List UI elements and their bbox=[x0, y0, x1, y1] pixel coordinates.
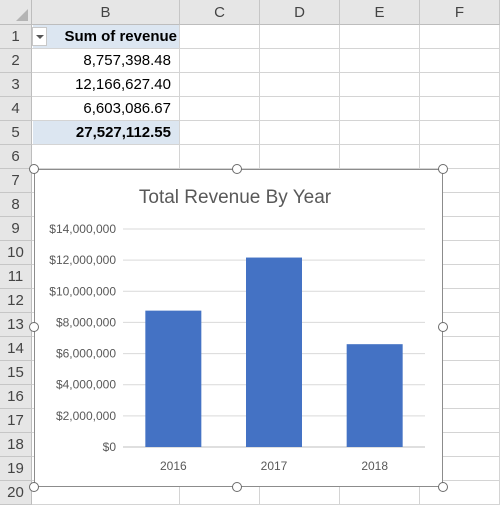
bar-2016 bbox=[145, 311, 201, 447]
row-header-11[interactable]: 11 bbox=[0, 265, 32, 289]
pivot-value-cell[interactable]: 8,757,398.48 bbox=[33, 49, 179, 72]
resize-handle-bottom-left[interactable] bbox=[29, 482, 39, 492]
select-all-corner[interactable] bbox=[0, 0, 32, 25]
column-header-b[interactable]: B bbox=[32, 0, 180, 25]
x-tick-label: 2016 bbox=[160, 459, 187, 473]
row-header-20[interactable]: 20 bbox=[0, 481, 32, 505]
resize-handle-top[interactable] bbox=[232, 164, 242, 174]
row-header-17[interactable]: 17 bbox=[0, 409, 32, 433]
row-header-5[interactable]: 5 bbox=[0, 121, 32, 145]
resize-handle-left[interactable] bbox=[29, 322, 39, 332]
resize-handle-bottom-right[interactable] bbox=[438, 482, 448, 492]
pivot-value-cell[interactable]: 6,603,086.67 bbox=[33, 97, 179, 120]
row-header-4[interactable]: 4 bbox=[0, 97, 32, 121]
chart-canvas: Total Revenue By Year $0 $2,000,000 $4,000,… bbox=[35, 170, 444, 488]
y-tick-label: $2,000,000 bbox=[56, 409, 116, 423]
row-header-13[interactable]: 13 bbox=[0, 313, 32, 337]
resize-handle-bottom[interactable] bbox=[232, 482, 242, 492]
column-header-e[interactable]: E bbox=[340, 0, 420, 25]
row-header-3[interactable]: 3 bbox=[0, 73, 32, 97]
x-tick-label: 2017 bbox=[261, 459, 288, 473]
pivot-grand-total-cell[interactable]: 27,527,112.55 bbox=[33, 121, 179, 144]
pivot-value-cell[interactable]: 12,166,627.40 bbox=[33, 73, 179, 96]
row-header-7[interactable]: 7 bbox=[0, 169, 32, 193]
row-header-19[interactable]: 19 bbox=[0, 457, 32, 481]
row-header-18[interactable]: 18 bbox=[0, 433, 32, 457]
bar-2018 bbox=[347, 344, 403, 447]
row-header-14[interactable]: 14 bbox=[0, 337, 32, 361]
column-header-c[interactable]: C bbox=[180, 0, 260, 25]
y-tick-label: $4,000,000 bbox=[56, 378, 116, 392]
column-header-d[interactable]: D bbox=[260, 0, 340, 25]
row-header-10[interactable]: 10 bbox=[0, 241, 32, 265]
y-tick-label: $14,000,000 bbox=[49, 222, 116, 236]
row-header-16[interactable]: 16 bbox=[0, 385, 32, 409]
chart-title: Total Revenue By Year bbox=[139, 187, 332, 208]
pivot-header-cell[interactable]: Sum of revenue bbox=[33, 25, 179, 48]
resize-handle-right[interactable] bbox=[438, 322, 448, 332]
y-tick-label: $10,000,000 bbox=[49, 284, 116, 298]
y-tick-label: $6,000,000 bbox=[56, 347, 116, 361]
row-header-1[interactable]: 1 bbox=[0, 25, 32, 49]
resize-handle-top-left[interactable] bbox=[29, 164, 39, 174]
column-header-f[interactable]: F bbox=[420, 0, 500, 25]
dropdown-arrow-icon bbox=[36, 35, 44, 39]
row-header-12[interactable]: 12 bbox=[0, 289, 32, 313]
row-header-6[interactable]: 6 bbox=[0, 145, 32, 169]
revenue-chart[interactable]: Total Revenue By Year $0 $2,000,000 $4,000,… bbox=[34, 169, 443, 487]
row-header-9[interactable]: 9 bbox=[0, 217, 32, 241]
bar-2017 bbox=[246, 258, 302, 447]
x-tick-label: 2018 bbox=[361, 459, 388, 473]
resize-handle-top-right[interactable] bbox=[438, 164, 448, 174]
y-tick-label: $12,000,000 bbox=[49, 253, 116, 267]
select-all-icon bbox=[16, 9, 28, 21]
pivot-filter-dropdown[interactable] bbox=[32, 27, 47, 46]
row-header-2[interactable]: 2 bbox=[0, 49, 32, 73]
y-tick-label: $8,000,000 bbox=[56, 315, 116, 329]
row-header-15[interactable]: 15 bbox=[0, 361, 32, 385]
row-header-8[interactable]: 8 bbox=[0, 193, 32, 217]
gridline bbox=[32, 144, 500, 145]
y-tick-label: $0 bbox=[103, 440, 117, 454]
